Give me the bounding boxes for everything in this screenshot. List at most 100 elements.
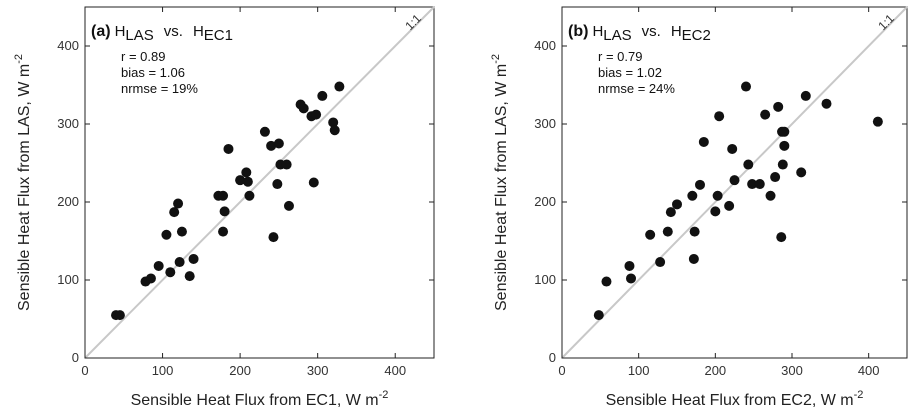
- x-axis-label-text: Sensible Heat Flux from EC2, W m: [606, 392, 854, 409]
- x-tick-label: 100: [628, 363, 650, 378]
- data-point: [773, 101, 784, 112]
- data-point: [241, 167, 252, 178]
- data-point: [153, 260, 164, 271]
- title-h1: H: [115, 23, 126, 40]
- panel-label: (b): [568, 23, 588, 40]
- x-tick-label: 200: [229, 363, 251, 378]
- data-point: [672, 199, 682, 210]
- data-point: [593, 310, 604, 321]
- y-axis-label-text: Sensible Heat Flux from LAS, W m: [16, 64, 33, 311]
- data-point: [727, 143, 738, 154]
- data-point: [695, 179, 705, 190]
- y-axis-label-exponent: -2: [13, 54, 25, 64]
- data-point: [174, 257, 185, 268]
- y-tick-label: 0: [72, 350, 79, 365]
- data-point: [173, 198, 184, 209]
- data-point: [760, 109, 771, 120]
- x-axis-label-exponent: -2: [854, 389, 864, 401]
- x-axis-label-text: Sensible Heat Flux from EC1, W m: [131, 392, 379, 409]
- data-point: [188, 253, 199, 264]
- x-axis-label: Sensible Heat Flux from EC2, W m-2: [606, 389, 864, 409]
- data-point: [729, 175, 740, 186]
- data-point: [655, 257, 666, 268]
- y-tick-label: 100: [534, 272, 556, 287]
- data-point: [821, 98, 832, 109]
- data-point: [743, 159, 754, 170]
- panel-title: (b) HLAS vs. HEC2: [568, 23, 711, 44]
- data-point: [219, 206, 230, 217]
- data-point: [145, 273, 156, 284]
- data-point: [800, 90, 811, 101]
- stat-line: nrmse = 19%: [121, 81, 198, 96]
- data-point: [161, 229, 172, 240]
- data-point: [334, 81, 345, 92]
- y-axis-label: Sensible Heat Flux from LAS, W m-2: [13, 54, 33, 311]
- data-point: [218, 190, 229, 201]
- y-tick-label: 200: [534, 194, 556, 209]
- x-tick-label: 300: [307, 363, 329, 378]
- data-point: [687, 190, 698, 201]
- y-tick-label: 300: [534, 116, 556, 131]
- data-point: [698, 136, 709, 147]
- panel-title: (a) HLAS vs. HEC1: [91, 23, 233, 44]
- title-vs: vs.: [642, 23, 661, 40]
- data-point: [281, 159, 292, 170]
- title-h2: H: [193, 23, 204, 40]
- data-point: [776, 232, 787, 243]
- data-point: [747, 179, 758, 190]
- data-point: [223, 143, 234, 154]
- data-point: [724, 200, 735, 211]
- y-axis-label-exponent: -2: [490, 54, 502, 64]
- data-point: [298, 103, 309, 114]
- data-point: [169, 207, 180, 218]
- data-point: [645, 229, 656, 240]
- y-axis-label: Sensible Heat Flux from LAS, W m-2: [490, 54, 510, 311]
- y-tick-label: 200: [57, 194, 79, 209]
- x-tick-label: 0: [558, 363, 565, 378]
- y-tick-label: 400: [57, 38, 79, 53]
- y-tick-label: 300: [57, 116, 79, 131]
- x-axis-label-exponent: -2: [379, 389, 389, 401]
- data-point: [770, 172, 781, 183]
- data-point: [779, 140, 790, 151]
- y-tick-label: 100: [57, 272, 79, 287]
- data-point: [689, 226, 700, 237]
- title-sub2: EC2: [682, 27, 711, 44]
- data-point: [242, 176, 253, 187]
- data-point: [624, 260, 635, 271]
- data-point: [165, 267, 176, 278]
- data-point: [114, 310, 125, 321]
- data-point: [662, 226, 673, 237]
- data-point: [328, 117, 339, 128]
- y-tick-label: 400: [534, 38, 556, 53]
- title-vs: vs.: [164, 23, 183, 40]
- panel-label: (a): [91, 23, 111, 40]
- data-point: [259, 126, 270, 137]
- x-tick-label: 0: [81, 363, 88, 378]
- x-tick-label: 100: [152, 363, 174, 378]
- data-point: [779, 126, 790, 137]
- title-sub1: LAS: [125, 27, 153, 44]
- data-point: [712, 190, 723, 201]
- data-point: [308, 177, 319, 188]
- data-point: [266, 140, 277, 151]
- title-h2: H: [671, 23, 682, 40]
- data-point: [311, 109, 322, 120]
- title-sub1: LAS: [603, 27, 631, 44]
- x-tick-label: 400: [858, 363, 880, 378]
- y-axis-label-text: Sensible Heat Flux from LAS, W m: [493, 64, 510, 311]
- data-point: [665, 207, 676, 218]
- title-h1: H: [592, 23, 603, 40]
- data-point: [796, 167, 807, 178]
- stat-line: r = 0.89: [121, 49, 165, 64]
- data-point: [872, 116, 883, 127]
- x-axis-label: Sensible Heat Flux from EC1, W m-2: [131, 389, 389, 409]
- stat-line: bias = 1.06: [121, 65, 185, 80]
- data-point: [688, 253, 699, 264]
- data-point: [754, 179, 765, 190]
- data-point: [283, 200, 294, 211]
- data-point: [176, 226, 187, 237]
